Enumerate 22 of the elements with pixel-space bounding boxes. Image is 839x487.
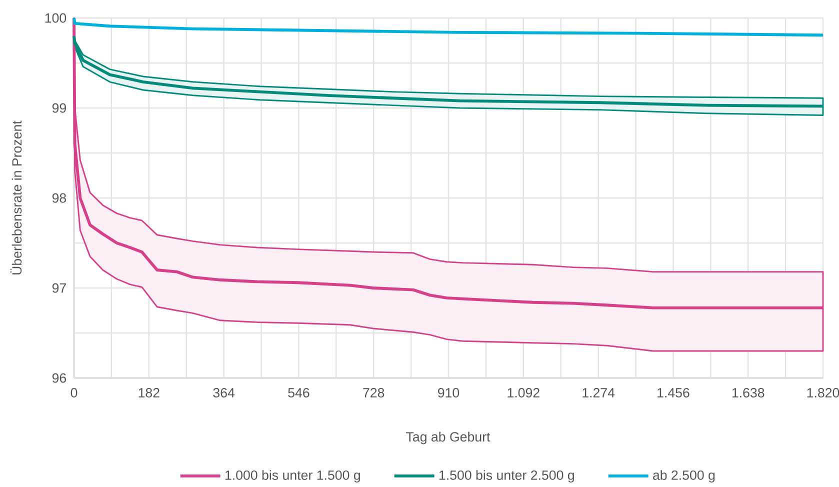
y-tick-label: 97 <box>52 283 66 293</box>
x-tick-label: 910 <box>438 388 460 398</box>
legend-label: 1.500 bis unter 2.500 g <box>439 470 574 483</box>
x-axis-title: Tag ab Geburt <box>406 432 490 444</box>
y-tick-label: 98 <box>52 193 66 203</box>
x-tick-label: 1.820 <box>807 388 839 398</box>
y-tick-label: 100 <box>45 13 66 23</box>
x-tick-label: 1.092 <box>508 388 540 398</box>
line-series <box>72 16 824 37</box>
y-tick-label: 96 <box>52 373 66 383</box>
x-tick-label: 546 <box>288 388 310 398</box>
x-tick-label: 728 <box>363 388 384 398</box>
x-tick-label: 1.638 <box>732 388 764 398</box>
x-tick-label: 1.274 <box>582 388 615 398</box>
x-tick-label: 364 <box>213 388 235 398</box>
y-axis-title: Überlebensrate in Prozent <box>10 120 22 274</box>
x-tick-label: 0 <box>70 388 78 398</box>
x-tick-label: 182 <box>138 388 160 398</box>
x-tick-label: 1.456 <box>658 388 690 398</box>
y-tick-label: 99 <box>52 103 66 113</box>
legend-label: ab 2.500 g <box>653 470 715 483</box>
legend-label: 1.000 bis unter 1.500 g <box>225 470 360 483</box>
